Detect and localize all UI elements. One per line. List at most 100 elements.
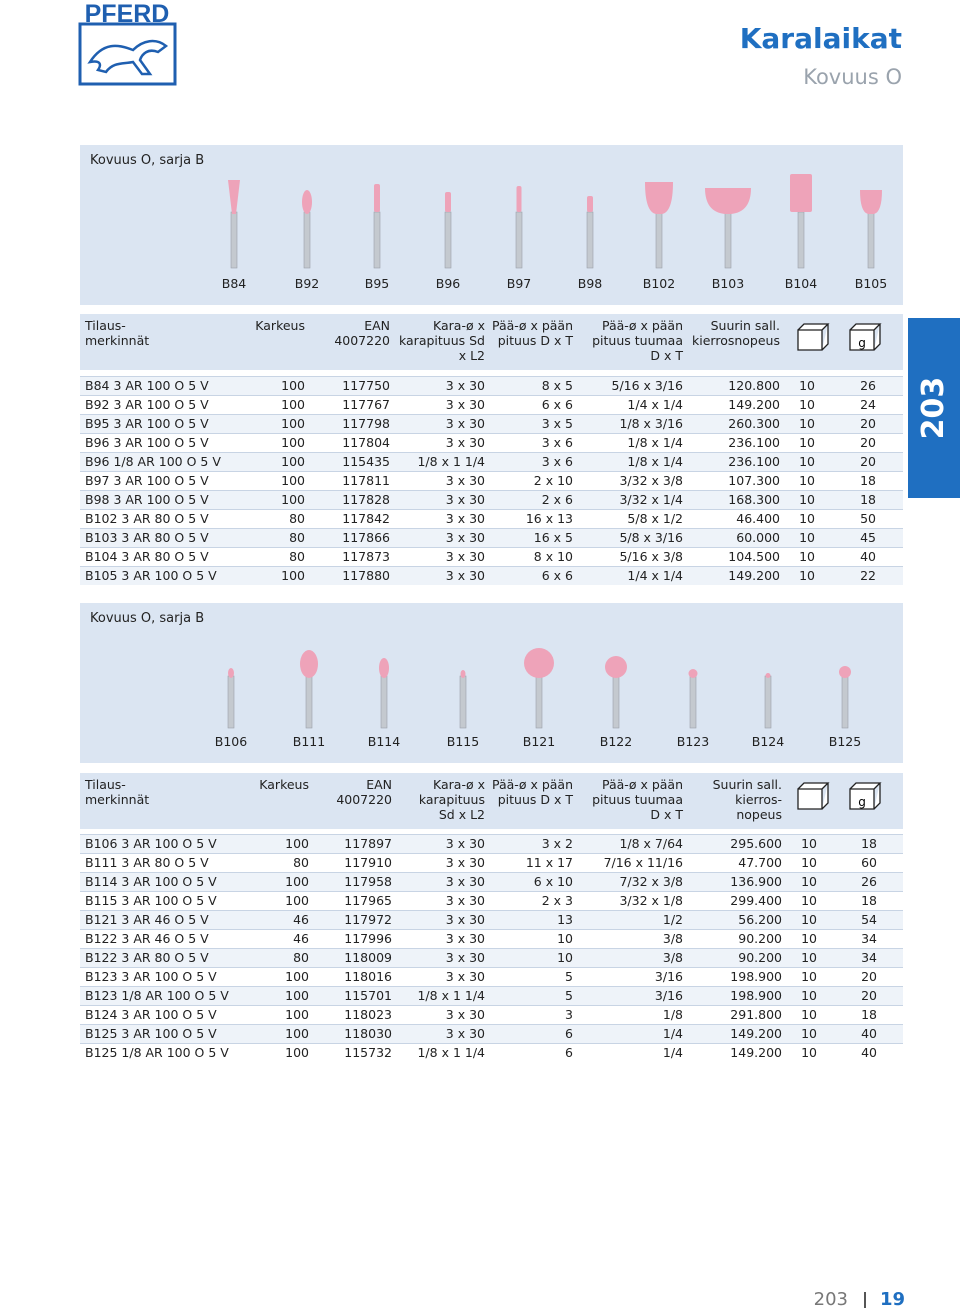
table-cell: 10 [799, 435, 815, 450]
table-cell: B92 3 AR 100 O 5 V [85, 397, 209, 412]
product-label: B114 [367, 734, 401, 749]
product-head [790, 174, 812, 212]
table-cell: 34 [861, 931, 877, 946]
table-cell: 47.700 [738, 855, 782, 870]
table-cell: 168.300 [728, 492, 780, 507]
table-cell: 10 [799, 454, 815, 469]
table-cell: 6 x 6 [541, 397, 573, 412]
table-cell: 117798 [342, 416, 390, 431]
table-cell: 115701 [344, 988, 392, 1003]
table-cell: B97 3 AR 100 O 5 V [85, 473, 209, 488]
column-header: Pää-ø x pään pituus tuumaa D x T [592, 777, 683, 822]
table-cell: 10 [801, 950, 817, 965]
table-cell: 100 [285, 893, 309, 908]
table-cell: 20 [860, 435, 876, 450]
table-cell: 5 [565, 969, 573, 984]
table-cell: 149.200 [728, 397, 780, 412]
table-row-band [80, 853, 903, 872]
table-cell: 3 x 30 [445, 435, 485, 450]
product-label: B92 [294, 276, 320, 291]
product-label: B103 [711, 276, 745, 291]
table-cell: 3 x 30 [445, 473, 485, 488]
table-cell: 118030 [344, 1026, 392, 1041]
table-cell: 3 x 6 [541, 454, 573, 469]
product-label: B124 [751, 734, 785, 749]
product-label: B104 [784, 276, 818, 291]
table-cell: B123 1/8 AR 100 O 5 V [85, 988, 229, 1003]
table-cell: 117842 [342, 511, 390, 526]
table-cell: 80 [293, 855, 309, 870]
table-cell: 20 [860, 454, 876, 469]
table-cell: 3 x 5 [541, 416, 573, 431]
table-cell: B95 3 AR 100 O 5 V [85, 416, 209, 431]
product-shaft [764, 675, 772, 729]
table-cell: 80 [289, 530, 305, 545]
column-header: Karkeus [255, 318, 305, 333]
table-cell: 100 [285, 969, 309, 984]
table-cell: 117965 [344, 893, 392, 908]
table-cell: 117910 [344, 855, 392, 870]
weight-icon-label: g [858, 795, 866, 809]
table-cell: 10 [801, 988, 817, 1003]
table-row-band [80, 471, 903, 490]
logo-horse [87, 39, 169, 76]
column-header: Tilaus- merkinnät [85, 777, 150, 807]
table-cell: 100 [281, 568, 305, 583]
section-title: Kovuus O, sarja B [90, 611, 205, 626]
box-icon [797, 782, 830, 810]
product-label: B111 [292, 734, 326, 749]
product-shaft [305, 675, 313, 729]
table-row-band [80, 1005, 903, 1024]
product-shaft [689, 675, 697, 729]
table-cell: 54 [861, 912, 877, 927]
table-cell: 10 [799, 416, 815, 431]
table-cell: 1/4 x 1/4 [627, 397, 683, 412]
product-shaft [724, 211, 732, 269]
table-cell: 1/8 x 7/64 [619, 836, 683, 851]
table-cell: B102 3 AR 80 O 5 V [85, 511, 209, 526]
column-header: Pää-ø x pään pituus D x T [492, 318, 573, 348]
table-cell: 46 [293, 931, 309, 946]
product-label: B105 [854, 276, 888, 291]
table-cell: B96 3 AR 100 O 5 V [85, 435, 209, 450]
product-label: B95 [364, 276, 390, 291]
table-header-band [80, 314, 903, 370]
page-title: Karalaikat [739, 22, 902, 55]
product-head [228, 180, 240, 214]
product-shaft [444, 211, 452, 269]
table-cell: 11 x 17 [525, 855, 573, 870]
table-cell: 100 [281, 397, 305, 412]
product-shaft [227, 675, 235, 729]
table-cell: 13 [557, 912, 573, 927]
table-row-band [80, 376, 903, 395]
table-cell: B114 3 AR 100 O 5 V [85, 874, 217, 889]
table-cell: 10 [799, 473, 815, 488]
table-cell: 3 x 30 [445, 969, 485, 984]
table-cell: B122 3 AR 80 O 5 V [85, 950, 209, 965]
product-label: B106 [214, 734, 248, 749]
table-cell: 10 [801, 912, 817, 927]
product-shaft [459, 675, 467, 729]
table-cell: 10 [799, 492, 815, 507]
table-cell: 10 [801, 1045, 817, 1060]
table-row-band [80, 566, 903, 585]
table-cell: 60 [861, 855, 877, 870]
table-cell: 3 x 30 [445, 874, 485, 889]
table-cell: 24 [860, 397, 876, 412]
product-label: B96 [435, 276, 461, 291]
table-cell: 3/32 x 1/4 [619, 492, 683, 507]
table-cell: B104 3 AR 80 O 5 V [85, 549, 209, 564]
table-cell: B103 3 AR 80 O 5 V [85, 530, 209, 545]
table-cell: 117897 [344, 836, 392, 851]
side-tab-label: 203 [916, 376, 951, 440]
table-cell: 3 x 30 [445, 416, 485, 431]
table-cell: 20 [860, 416, 876, 431]
product-shaft [230, 211, 238, 269]
table-cell: 3/32 x 3/8 [619, 473, 683, 488]
table-cell: 100 [285, 1026, 309, 1041]
product-label: B123 [676, 734, 710, 749]
table-cell: 40 [861, 1045, 877, 1060]
product-images [227, 648, 851, 729]
table-cell: 299.400 [730, 893, 782, 908]
table-cell: B105 3 AR 100 O 5 V [85, 568, 217, 583]
